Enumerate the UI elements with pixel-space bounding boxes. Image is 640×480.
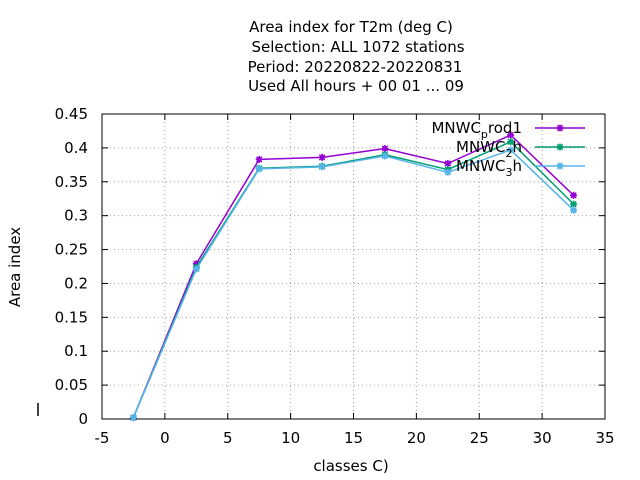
chart-title: Area index for T2m (deg C) Selection: AL… (248, 18, 465, 95)
x-tick-label: 15 (344, 429, 363, 447)
data-point (570, 206, 578, 214)
data-point (255, 165, 263, 173)
data-point (192, 265, 200, 273)
series-line (132, 134, 575, 418)
x-tick-label: 35 (595, 429, 614, 447)
x-tick-label: -5 (95, 429, 110, 447)
legend-entry-MNWC_prod1: MNWCprod1 (431, 119, 585, 141)
y-tick-label: 0.25 (55, 241, 88, 259)
data-point (570, 200, 578, 208)
x-tick-label: 0 (160, 429, 170, 447)
grid (102, 114, 605, 419)
title-line-4: Used All hours + 00 01 ... 09 (248, 77, 464, 95)
data-series (129, 131, 578, 422)
y-tick-label: 0.45 (55, 105, 88, 123)
legend-label: MNWCprod1 (431, 119, 522, 141)
x-tick-label: 10 (281, 429, 300, 447)
title-line-2: Selection: ALL 1072 stations (251, 38, 464, 56)
data-point (318, 153, 326, 161)
x-tick-labels: -5 0 5 10 15 20 25 30 35 (95, 429, 615, 447)
series-line (132, 149, 575, 418)
y-tick-labels: 0 0.05 0.1 0.15 0.2 0.25 0.3 0.35 0.4 0.45 (55, 105, 88, 428)
data-point (444, 159, 452, 167)
legend-label: MNWC3h (456, 157, 522, 179)
data-point (381, 145, 389, 153)
legend-marker (556, 124, 564, 132)
y-tick-label: 0.1 (64, 342, 88, 360)
y-tick-label: 0.3 (64, 207, 88, 225)
legend-label: MNWC2h (456, 138, 522, 160)
title-line-1: Area index for T2m (deg C) (249, 18, 453, 36)
data-point (507, 138, 515, 146)
legend-marker (556, 143, 564, 151)
legend-entry-MNWC_2h: MNWC2h (456, 138, 585, 160)
y-tick-label: 0.35 (55, 173, 88, 191)
data-point (381, 152, 389, 160)
data-point (507, 146, 515, 154)
y-tick-label: 0.2 (64, 274, 88, 292)
data-point (507, 131, 515, 139)
title-line-3: Period: 20220822-20220831 (248, 58, 463, 76)
x-tick-label: 20 (407, 429, 426, 447)
legend-entry-MNWC_3h: MNWC3h (456, 157, 585, 179)
y-tick-label: 0 (78, 410, 88, 428)
x-tick-label: 25 (470, 429, 489, 447)
legend-marker (556, 162, 564, 170)
x-tick-label: 30 (533, 429, 552, 447)
y-axis-label: Area index (6, 227, 24, 307)
y-tick-label: 0.15 (55, 308, 88, 326)
series-line (132, 140, 575, 418)
y-tick-label: 0.05 (55, 376, 88, 394)
data-point (318, 163, 326, 171)
x-axis-label: classes C) (313, 457, 388, 475)
series-MNWC_3h (129, 146, 578, 422)
data-point (255, 155, 263, 163)
axis-ticks (101, 113, 606, 420)
x-tick-label: 5 (223, 429, 233, 447)
data-point (444, 168, 452, 176)
data-point (129, 414, 137, 422)
y-tick-label: 0.4 (64, 139, 88, 157)
data-point (570, 191, 578, 199)
